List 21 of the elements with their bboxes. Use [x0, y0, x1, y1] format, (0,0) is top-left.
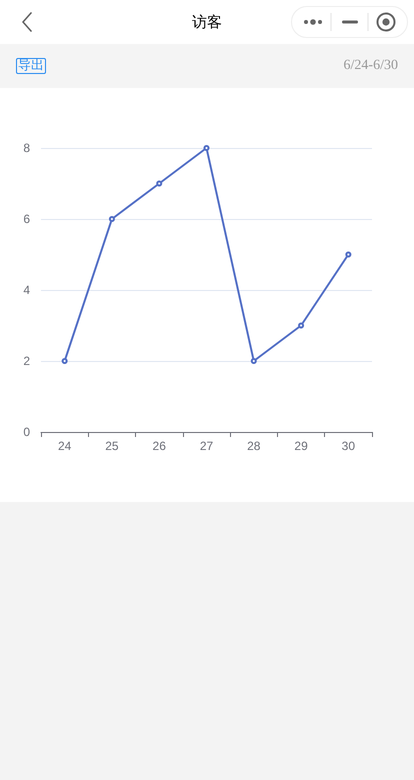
- y-tick-label: 8: [23, 141, 30, 155]
- x-tick-label: 27: [200, 439, 214, 453]
- point: [345, 252, 352, 258]
- y-tick-label: 0: [23, 425, 30, 439]
- point: [250, 358, 257, 364]
- chart-subtitle: 6/24-6/30: [344, 57, 398, 75]
- y-tick-label: 6: [23, 212, 30, 226]
- y-tick-label: 4: [23, 283, 30, 297]
- x-tick-label: 30: [342, 439, 356, 453]
- chart-title: 访客: [191, 12, 223, 32]
- x-tick-label: 29: [294, 439, 308, 453]
- point: [62, 358, 68, 364]
- x-tick-label: 25: [105, 439, 119, 453]
- x-tick-label: 28: [247, 439, 261, 453]
- x-tick-label: 26: [152, 439, 166, 453]
- point: [204, 145, 210, 151]
- point: [156, 180, 162, 186]
- point: [108, 216, 115, 222]
- y-tick-label: 2: [23, 354, 30, 368]
- point: [298, 322, 304, 328]
- x-tick-label: 24: [58, 439, 72, 453]
